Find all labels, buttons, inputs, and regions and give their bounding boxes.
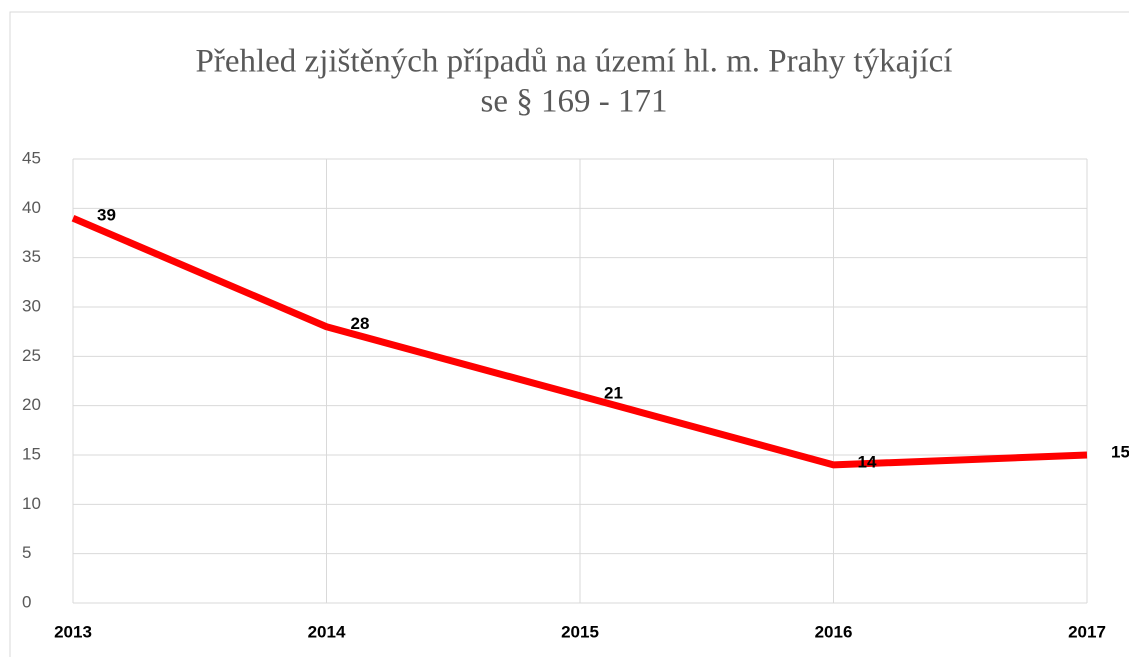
data-label: 21 — [604, 383, 623, 402]
x-tick-label: 2016 — [815, 622, 853, 641]
data-line — [71, 214, 1088, 469]
y-tick-label: 15 — [22, 444, 41, 463]
y-tick-label: 30 — [22, 296, 41, 315]
y-tick-label: 25 — [22, 346, 41, 365]
y-tick-label: 35 — [22, 247, 41, 266]
chart-frame — [9, 11, 1129, 657]
y-tick-label: 45 — [22, 148, 41, 167]
y-tick-label: 40 — [22, 198, 41, 217]
data-label: 14 — [858, 452, 877, 471]
y-tick-label: 10 — [22, 494, 41, 513]
x-tick-label: 2015 — [561, 622, 599, 641]
data-label: 28 — [351, 314, 370, 333]
chart-title: Přehled zjištěných případů na území hl. … — [196, 44, 953, 80]
data-label: 39 — [97, 206, 116, 225]
y-tick-label: 20 — [22, 395, 41, 414]
y-tick-label: 0 — [22, 592, 31, 611]
y-tick-label: 5 — [22, 543, 31, 562]
x-tick-label: 2013 — [54, 622, 92, 641]
x-tick-label: 2014 — [308, 622, 346, 641]
chart-title: se § 169 - 171 — [481, 84, 668, 120]
x-tick-label: 2017 — [1068, 622, 1106, 641]
data-label: 15 — [1111, 442, 1129, 461]
